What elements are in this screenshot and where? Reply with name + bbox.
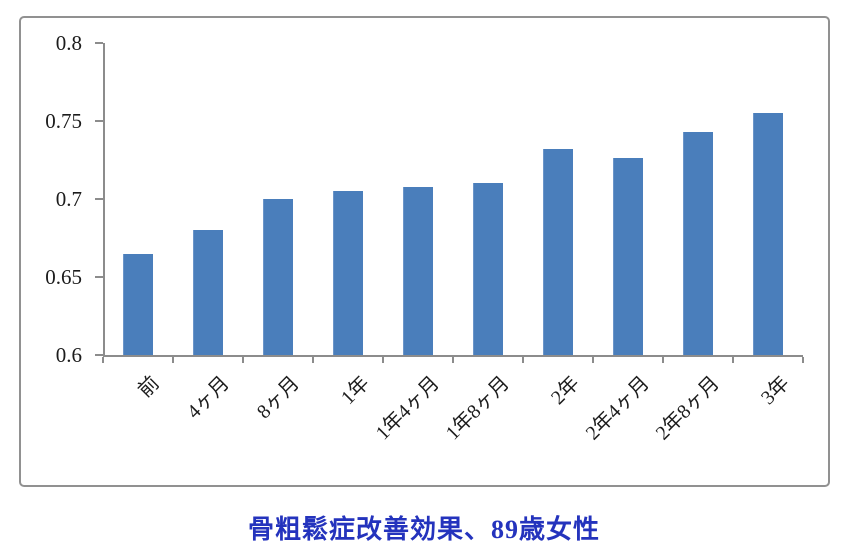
- x-tick-label: 2年8ヶ月: [651, 372, 724, 445]
- bar: [753, 113, 783, 355]
- x-tick: [312, 357, 314, 363]
- x-axis-line: [103, 355, 803, 357]
- y-tick-label: 0.7: [55, 187, 82, 211]
- y-tick: [95, 198, 103, 200]
- x-tick-label: 2年4ヶ月: [581, 372, 654, 445]
- bar: [123, 253, 153, 355]
- bar: [193, 230, 223, 355]
- bar: [403, 186, 433, 355]
- x-tick-label: 2年: [547, 372, 584, 410]
- bar: [543, 149, 573, 355]
- x-tick: [102, 357, 104, 363]
- x-tick: [522, 357, 524, 363]
- x-tick-label: 4ヶ月: [182, 372, 234, 424]
- y-tick: [95, 276, 103, 278]
- bar: [333, 191, 363, 355]
- x-tick: [732, 357, 734, 363]
- x-tick: [662, 357, 664, 363]
- y-tick-label: 0.75: [45, 109, 82, 133]
- y-tick: [95, 42, 103, 44]
- y-tick: [95, 120, 103, 122]
- chart-frame: 0.6 0.65 0.7 0.75 0.8 前 4ヶ月 8ヶ月 1年 1年4ヶ月 1年8ヶ月 2年 2年…: [19, 16, 830, 487]
- chart-title: 骨粗鬆症改善効果、89歳女性: [247, 515, 600, 544]
- x-tick-label: 8ヶ月: [252, 372, 304, 424]
- bar: [613, 158, 643, 355]
- y-tick-label: 0.65: [45, 265, 82, 289]
- x-tick: [802, 357, 804, 363]
- x-tick-label: 前: [134, 372, 164, 402]
- x-tick-label: 1年8ヶ月: [441, 372, 514, 445]
- x-tick: [382, 357, 384, 363]
- x-tick: [242, 357, 244, 363]
- y-axis-line: [103, 43, 105, 357]
- x-tick-label: 1年4ヶ月: [371, 372, 444, 445]
- y-tick: [95, 354, 103, 356]
- x-tick: [172, 357, 174, 363]
- x-tick: [592, 357, 594, 363]
- bar: [263, 199, 293, 355]
- bar: [473, 183, 503, 355]
- x-tick: [452, 357, 454, 363]
- bar: [683, 131, 713, 355]
- y-tick-label: 0.8: [55, 31, 82, 55]
- y-tick-label: 0.6: [55, 343, 82, 367]
- x-tick-label: 1年: [337, 372, 374, 410]
- x-tick-label: 3年: [757, 372, 794, 410]
